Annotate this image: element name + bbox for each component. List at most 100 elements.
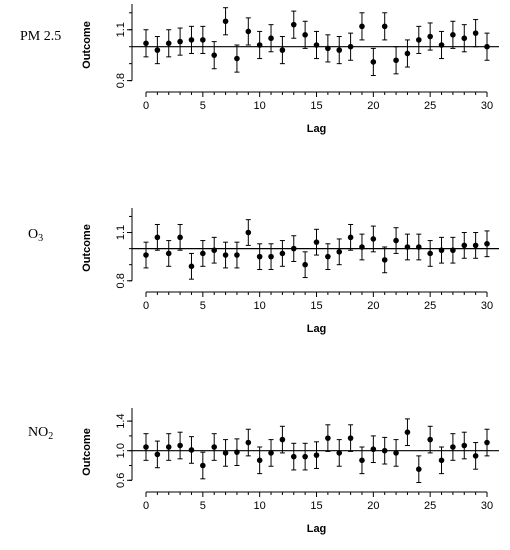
- data-point: [484, 240, 490, 247]
- x-tick-label: 25: [424, 500, 436, 512]
- data-point: [222, 252, 229, 258]
- data-point: [279, 250, 286, 257]
- x-tick-label: 10: [254, 300, 266, 312]
- x-tick-label: 5: [200, 300, 206, 312]
- data-point: [279, 47, 286, 53]
- panel-3: NO2 0.6 1.0 1.4 Outcome 0 5 10 15 20 25 30 Lag: [28, 408, 499, 535]
- data-point: [211, 444, 217, 450]
- y-tick-label: 0.8: [115, 273, 127, 288]
- data-point: [325, 45, 331, 52]
- data-point: [279, 436, 286, 443]
- data-point: [438, 457, 445, 464]
- data-point: [143, 444, 149, 450]
- x-tick-label: 0: [143, 100, 149, 112]
- data-point: [268, 35, 274, 42]
- data-point: [484, 439, 490, 446]
- data-point: [381, 257, 388, 263]
- data-point: [416, 244, 422, 250]
- data-point: [200, 462, 206, 469]
- data-point: [336, 47, 343, 53]
- data-point: [370, 446, 377, 453]
- data-point: [188, 447, 195, 453]
- data-point: [393, 450, 399, 456]
- data-point: [381, 23, 388, 30]
- data-point: [461, 35, 468, 42]
- y-axis-label: Outcome: [81, 224, 93, 272]
- data-point: [381, 447, 388, 454]
- x-tick-label: 30: [481, 100, 493, 112]
- data-point: [438, 247, 445, 254]
- data-point: [416, 37, 422, 43]
- data-point: [325, 435, 331, 441]
- data-point: [268, 253, 274, 260]
- data-point: [245, 439, 252, 446]
- data-point: [404, 429, 411, 436]
- data-point: [393, 237, 399, 244]
- x-tick-label: 15: [310, 300, 322, 312]
- data-point: [302, 32, 308, 38]
- x-axis-label: Lag: [307, 323, 327, 335]
- x-tick-label: 10: [254, 100, 266, 112]
- data-point: [222, 450, 229, 456]
- x-tick-label: 30: [481, 300, 493, 312]
- data-point: [211, 52, 217, 58]
- data-point: [313, 42, 320, 48]
- data-point: [472, 242, 479, 249]
- data-point: [165, 250, 172, 257]
- data-point: [290, 245, 297, 252]
- y-tick-label: 1.1: [115, 22, 127, 37]
- data-point: [484, 43, 490, 50]
- panel-label: NO2: [28, 425, 53, 442]
- data-point: [472, 453, 479, 459]
- data-point: [268, 450, 274, 456]
- data-point: [188, 263, 195, 270]
- x-tick-label: 25: [424, 300, 436, 312]
- data-point: [450, 444, 456, 450]
- data-point: [461, 442, 468, 449]
- data-point: [450, 247, 456, 254]
- x-tick-label: 25: [424, 100, 436, 112]
- y-tick-label: 1.1: [115, 225, 127, 240]
- data-point: [234, 449, 240, 455]
- data-point: [302, 453, 308, 460]
- y-tick-label: 0.6: [115, 473, 127, 488]
- y-axis-label: Outcome: [81, 428, 93, 476]
- y-tick-label: 1.0: [115, 443, 127, 458]
- x-tick-label: 10: [254, 500, 266, 512]
- data-point: [256, 457, 263, 464]
- data-point: [416, 466, 422, 473]
- data-point: [245, 229, 252, 236]
- data-point: [404, 50, 411, 57]
- data-point: [290, 453, 297, 460]
- x-tick-label: 0: [143, 300, 149, 312]
- data-point: [222, 18, 229, 25]
- data-point: [393, 57, 399, 64]
- data-point: [165, 40, 172, 47]
- data-point: [472, 30, 479, 36]
- x-axis-label: Lag: [307, 523, 327, 535]
- data-point: [336, 450, 343, 456]
- data-point: [359, 23, 365, 30]
- data-point: [313, 239, 320, 245]
- data-point: [347, 43, 354, 50]
- data-point: [188, 37, 195, 43]
- x-axis-label: Lag: [307, 123, 327, 135]
- panel-1: PM 2.5 0.8 1.1 Outcome 0 5 10 15 20 25 30 Lag: [20, 4, 499, 135]
- data-point: [177, 442, 183, 449]
- data-point: [290, 21, 297, 28]
- data-point: [427, 250, 433, 257]
- data-point: [347, 234, 354, 241]
- data-point: [370, 236, 377, 242]
- y-tick-label: 1.4: [115, 413, 127, 428]
- panel-label: O3: [28, 227, 43, 244]
- x-tick-label: 20: [367, 300, 379, 312]
- data-point: [154, 234, 161, 241]
- x-tick-label: 5: [200, 500, 206, 512]
- data-point: [370, 59, 377, 65]
- data-point: [200, 37, 206, 43]
- y-tick-label: 0.8: [115, 73, 127, 88]
- data-point: [450, 32, 456, 38]
- data-point: [211, 247, 217, 254]
- x-tick-label: 5: [200, 100, 206, 112]
